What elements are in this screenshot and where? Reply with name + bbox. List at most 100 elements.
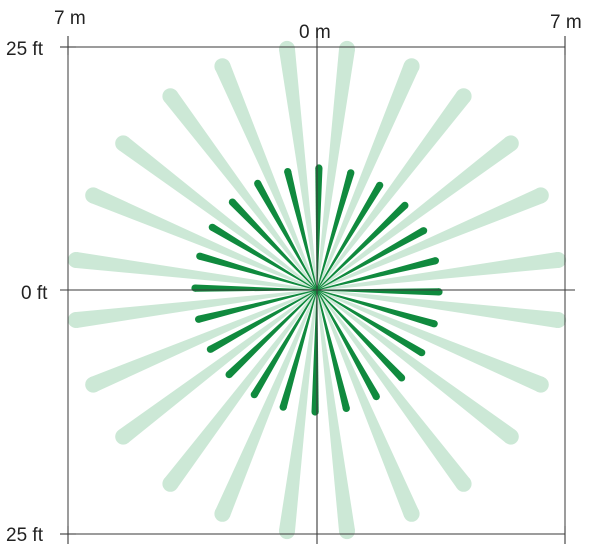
outer-beam-tip (403, 505, 420, 522)
outer-beam-tip (67, 252, 84, 268)
outer-beam (316, 289, 516, 443)
outer-beam (316, 91, 470, 291)
outer-beam (90, 289, 318, 392)
inner-beam (316, 171, 355, 291)
inner-beam-tip (250, 391, 258, 399)
inner-beam-tip (279, 403, 287, 411)
outer-beam (279, 47, 318, 291)
inner-beam (316, 289, 350, 410)
label-left-middle: 0 ft (21, 283, 48, 304)
outer-beam-tip (115, 428, 132, 445)
inner-beam-tip (430, 320, 438, 328)
outer-beam-tip (115, 135, 132, 152)
inner-beam (316, 183, 383, 291)
outer-beam-tip (403, 58, 420, 75)
inner-beam-tip (342, 404, 350, 412)
outer-beam-tip (279, 40, 295, 57)
outer-beam-tip (162, 475, 179, 492)
outer-beam (316, 63, 419, 291)
inner-beam (316, 289, 424, 356)
label-top-right: 7 m (550, 12, 582, 33)
outer-beam (316, 289, 560, 328)
inner-beam-tip (418, 349, 426, 357)
inner-beam-tip (372, 393, 380, 401)
outer-beam (316, 188, 544, 291)
outer-beam-tip (502, 135, 519, 152)
outer-beam (164, 91, 318, 291)
outer-beam-tip (455, 475, 472, 492)
inner-beam-tip (347, 169, 355, 177)
inner-beam-tip (376, 181, 384, 189)
outer-beam (90, 188, 318, 291)
outer-beam-tip (339, 523, 355, 540)
inner-beam-tip (435, 288, 443, 296)
inner-beam (226, 289, 318, 378)
outer-beam (118, 137, 318, 291)
inner-beam-tip (195, 315, 203, 323)
outer-beam-tip (67, 312, 84, 328)
inner-beam-tip (228, 198, 236, 206)
outer-beam (74, 289, 318, 328)
inner-beam (279, 289, 318, 409)
inner-beam-tip (206, 345, 214, 353)
label-left-top: 25 ft (6, 39, 44, 60)
inner-beam (316, 289, 405, 381)
outer-beam (316, 289, 470, 489)
outer-beam-tip (455, 88, 472, 105)
inner-beam-tip (225, 371, 233, 379)
inner-beam (208, 289, 318, 353)
outer-beam-tip (550, 312, 567, 328)
label-left-bottom: 25 ft (6, 525, 44, 546)
inner-beam (284, 170, 318, 291)
outer-beam (316, 47, 355, 291)
inner-beam (210, 224, 318, 291)
outer-beam (164, 289, 318, 489)
outer-beam-tip (214, 58, 231, 75)
inner-beam-tip (208, 223, 216, 231)
inner-beam (198, 252, 318, 291)
inner-beam-tip (315, 164, 323, 172)
inner-beam (316, 257, 437, 291)
outer-beams (67, 40, 567, 540)
outer-beam (316, 137, 516, 291)
inner-beam (229, 199, 318, 291)
inner-beam (251, 289, 318, 397)
inner-beam-tip (431, 257, 439, 265)
inner-beam-tip (254, 179, 262, 187)
inner-beam-tip (401, 201, 409, 209)
inner-beam (316, 227, 426, 291)
inner-beam (316, 289, 380, 399)
inner-beam-tip (311, 408, 319, 416)
outer-beam (316, 289, 544, 392)
outer-beam-tip (279, 523, 295, 540)
outer-beam-tip (162, 88, 179, 105)
outer-beam (316, 289, 355, 533)
outer-beam-tip (214, 505, 231, 522)
inner-beam (197, 289, 318, 323)
outer-beam (215, 289, 318, 517)
outer-beam-tip (502, 428, 519, 445)
outer-beam-tip (85, 187, 102, 204)
inner-beam (316, 202, 408, 291)
outer-beam-tip (85, 376, 102, 393)
label-top-left: 7 m (54, 8, 86, 29)
outer-beam (279, 289, 318, 533)
inner-beam-tip (196, 252, 204, 260)
inner-beam-tip (420, 227, 428, 235)
outer-beam (215, 63, 318, 291)
label-top-center: 0 m (299, 22, 331, 43)
inner-beam (316, 289, 436, 328)
outer-beam-tip (532, 376, 549, 393)
outer-beam (316, 289, 419, 517)
outer-beam (316, 252, 560, 291)
inner-beam-tip (398, 374, 406, 382)
outer-beam (74, 252, 318, 291)
inner-beam-tip (284, 168, 292, 176)
outer-beam-tip (532, 187, 549, 204)
inner-beam (254, 181, 318, 291)
inner-beam-tip (191, 284, 199, 292)
outer-beam-tip (550, 252, 567, 268)
outer-beam-tip (339, 40, 355, 57)
outer-beam (118, 289, 318, 443)
